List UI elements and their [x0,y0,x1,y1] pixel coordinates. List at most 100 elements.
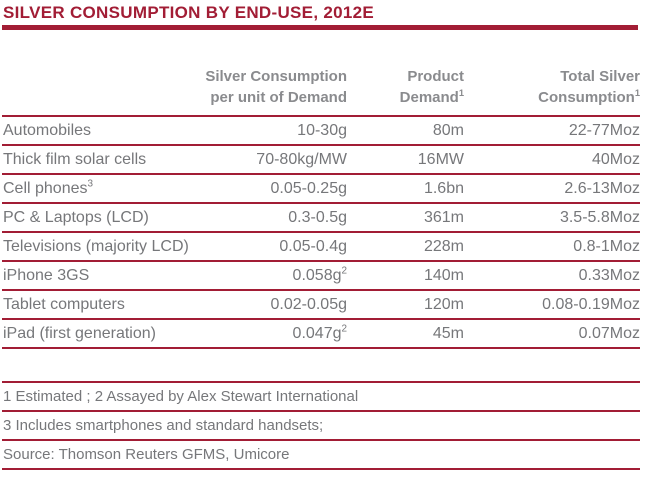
cell-text: 0.02-0.05g [270,295,347,313]
table-row: Tablet computers 0.02-0.05g 120m 0.08-0.19M… [2,291,640,320]
header-line-2: Demand1 [347,87,464,108]
table-header-row: Silver Consumption per unit of Demand Pr… [2,30,640,117]
footnote-superscript: 3 [87,178,94,190]
cell-text: Televisions (majority LCD) [3,237,189,255]
cell-per-unit-consumption: 0.05-0.25g [205,180,347,198]
cell-per-unit-consumption: 70-80kg/MW [205,151,347,169]
header-line-2: Consumption1 [464,87,640,108]
cell-text: 16MW [417,150,464,168]
cell-per-unit-consumption: 0.3-0.5g [205,209,347,227]
cell-total-consumption: 0.33Moz [464,267,640,285]
cell-text: iPhone 3GS [3,266,90,284]
table-row: PC & Laptops (LCD) 0.3-0.5g 361m 3.5-5.8Moz [2,204,640,233]
cell-per-unit-consumption: 0.047g2 [205,323,347,343]
footnote-row: 1 Estimated ; 2 Assayed by Alex Stewart … [2,383,640,412]
footnote-text: 3 Includes smartphones and standard hand… [3,417,324,434]
cell-text: iPad (first generation) [3,324,156,342]
cell-product-demand: 361m [347,209,464,227]
cell-text: 228m [423,237,464,255]
cell-end-use: PC & Laptops (LCD) [2,209,205,227]
table-row: Automobiles 10-30g 80m 22-77Moz [2,117,640,146]
cell-text: Automobiles [3,121,92,139]
cell-text: 140m [423,266,464,284]
cell-end-use: iPhone 3GS [2,267,205,285]
cell-text: 70-80kg/MW [256,150,347,168]
header-text: Demand [399,89,459,106]
cell-text: 0.058g [292,266,342,284]
header-text: Consumption [538,89,635,106]
cell-text: PC & Laptops (LCD) [3,208,149,226]
header-per-unit-of-demand: Silver Consumption per unit of Demand [205,66,347,108]
source-text: Source: Thomson Reuters GFMS, Umicore [2,441,640,470]
cell-total-consumption: 3.5-5.8Moz [464,209,640,227]
cell-end-use: Tablet computers [2,296,205,314]
footnote-superscript: 1 [458,88,464,98]
cell-end-use: Automobiles [2,122,205,140]
cell-product-demand: 120m [347,296,464,314]
cell-text: Thick film solar cells [3,150,147,168]
cell-text: 0.33Moz [578,266,640,284]
table-row: Cell phones3 0.05-0.25g 1.6bn 2.6-13Moz [2,175,640,204]
cell-total-consumption: 0.08-0.19Moz [464,296,640,314]
cell-product-demand: 45m [347,325,464,343]
cell-text: 1.6bn [423,179,464,197]
cell-text: 2.6-13Moz [564,179,640,197]
cell-text: 80m [432,121,464,139]
cell-end-use: iPad (first generation) [2,325,205,343]
cell-per-unit-consumption: 0.05-0.4g [205,238,347,256]
header-total-silver-consumption: Total Silver Consumption1 [464,66,640,108]
footnote-row: 3 Includes smartphones and standard hand… [2,412,640,441]
cell-text: 0.3-0.5g [288,208,347,226]
cell-text: 0.047g [292,324,342,342]
cell-end-use: Cell phones3 [2,178,205,198]
cell-end-use: Thick film solar cells [2,151,205,169]
cell-per-unit-consumption: 10-30g [205,122,347,140]
footnote-superscript: 2 [341,323,347,335]
cell-text: 3.5-5.8Moz [559,208,640,226]
cell-text: 0.08-0.19Moz [542,295,640,313]
cell-total-consumption: 0.07Moz [464,325,640,343]
header-text: per unit of Demand [210,89,347,106]
cell-total-consumption: 0.8-1Moz [464,238,640,256]
title-rule [2,25,638,30]
cell-text: Tablet computers [3,295,125,313]
table-row: Thick film solar cells 70-80kg/MW 16MW 40Mo… [2,146,640,175]
cell-text: Cell phones [3,179,88,197]
cell-per-unit-consumption: 0.058g2 [205,265,347,285]
cell-product-demand: 228m [347,238,464,256]
cell-text: 22-77Moz [568,121,640,139]
footnotes-section: 1 Estimated ; 2 Assayed by Alex Stewart … [2,381,640,470]
footnote-superscript: 1 [634,88,640,98]
cell-text: 0.07Moz [578,324,640,342]
header-line-1: Total Silver [560,68,640,85]
silver-consumption-table: Silver Consumption per unit of Demand Pr… [2,30,640,349]
cell-total-consumption: 22-77Moz [464,122,640,140]
cell-product-demand: 1.6bn [347,180,464,198]
cell-text: 40Moz [591,150,640,168]
cell-text: 0.05-0.4g [279,237,347,255]
cell-text: 361m [423,208,464,226]
cell-per-unit-consumption: 0.02-0.05g [205,296,347,314]
table-row: iPad (first generation) 0.047g2 45m 0.07Moz [2,320,640,349]
figure-title: SILVER CONSUMPTION BY END-USE, 2012E [3,3,375,22]
header-product-demand: Product Demand1 [347,66,464,108]
cell-text: 10-30g [297,121,347,139]
cell-product-demand: 140m [347,267,464,285]
footnote-text: 1 Estimated ; 2 Assayed by Alex Stewart … [3,388,359,405]
header-line-1: Silver Consumption [205,68,347,85]
cell-text: 0.8-1Moz [573,237,640,255]
cell-product-demand: 16MW [347,151,464,169]
table-row: iPhone 3GS 0.058g2 140m 0.33Moz [2,262,640,291]
header-line-1: Product [407,68,464,85]
cell-text: 0.05-0.25g [270,179,347,197]
cell-product-demand: 80m [347,122,464,140]
footnote-superscript: 2 [341,265,347,277]
table-body: Automobiles 10-30g 80m 22-77Moz Thick film s… [2,117,640,349]
cell-total-consumption: 2.6-13Moz [464,180,640,198]
cell-total-consumption: 40Moz [464,151,640,169]
cell-end-use: Televisions (majority LCD) [2,238,205,256]
cell-text: 45m [432,324,464,342]
table-row: Televisions (majority LCD) 0.05-0.4g 228m 0… [2,233,640,262]
cell-text: 120m [423,295,464,313]
